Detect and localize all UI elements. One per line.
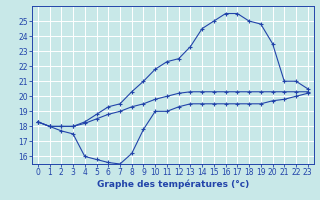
X-axis label: Graphe des températures (°c): Graphe des températures (°c) [97, 180, 249, 189]
